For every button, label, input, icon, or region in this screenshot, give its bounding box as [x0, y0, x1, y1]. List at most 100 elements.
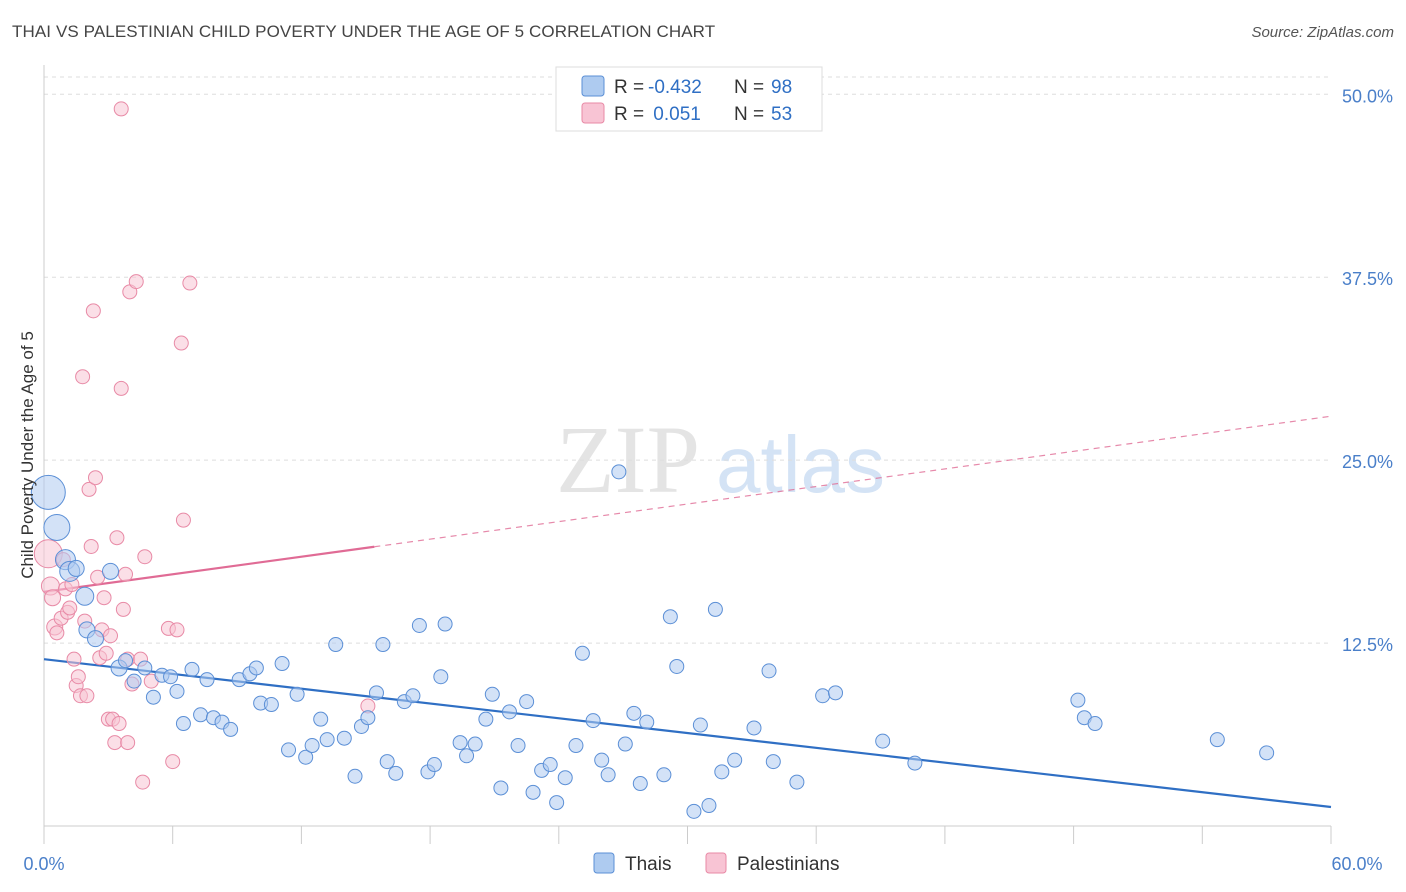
thais-point — [828, 685, 844, 701]
thais-point — [568, 738, 584, 754]
thais-point — [501, 704, 517, 720]
palestinians-point — [75, 369, 91, 385]
palestinians-point — [87, 470, 103, 486]
thais-point — [574, 645, 590, 661]
palestinians-point — [109, 530, 125, 546]
thais-point — [86, 630, 104, 648]
thais-point — [437, 616, 453, 632]
series-legend-swatch-palestinians — [705, 852, 727, 874]
palestinians-point — [137, 549, 153, 565]
series-legend-swatch-thais — [593, 852, 615, 874]
thais-point — [118, 653, 134, 669]
palestinians-point — [44, 589, 62, 607]
thais-point — [493, 780, 509, 796]
palestinians-point — [62, 600, 78, 616]
thais-point — [585, 713, 601, 729]
thais-point — [484, 686, 500, 702]
thais-point — [594, 752, 610, 768]
thais-point — [669, 658, 685, 674]
thais-point — [263, 697, 279, 713]
palestinians-point — [102, 628, 118, 644]
legend-r-label-thais: R = — [614, 77, 644, 98]
thais-point — [478, 711, 494, 727]
thais-point — [632, 776, 648, 792]
thais-point — [510, 738, 526, 754]
thais-point — [405, 688, 421, 704]
legend-swatch-palestinians — [581, 102, 605, 124]
thais-point — [1070, 692, 1086, 708]
thais-point — [433, 669, 449, 685]
thais-point — [692, 717, 708, 733]
palestinians-point — [135, 774, 151, 790]
thais-point — [467, 736, 483, 752]
thais-point — [137, 660, 153, 676]
palestinians-point — [118, 566, 134, 582]
palestinians-point — [49, 625, 65, 641]
thais-point — [126, 673, 142, 689]
y-tick-label: 25.0% — [1342, 452, 1393, 472]
thais-point — [746, 720, 762, 736]
thais-point — [1209, 732, 1225, 748]
legend-swatch-thais — [581, 75, 605, 97]
legend-n-value-palestinians: 53 — [771, 104, 792, 125]
x-tick-label-min: 0.0% — [23, 854, 64, 874]
thais-point — [304, 738, 320, 754]
thais-point — [411, 618, 427, 634]
palestinians-point — [120, 735, 136, 751]
axes — [43, 65, 1332, 844]
series-legend-label-thais: Thais — [625, 854, 671, 875]
thais-point — [289, 686, 305, 702]
thais-point — [662, 609, 678, 625]
thais-point — [347, 768, 363, 784]
palestinians-point — [85, 303, 101, 319]
grid-lines — [44, 76, 1331, 644]
legend-n-label-palestinians: N = — [734, 104, 764, 125]
series-legend-label-palestinians: Palestinians — [737, 854, 839, 875]
thais-point — [525, 784, 541, 800]
thais-point — [519, 694, 535, 710]
thais-point — [30, 474, 66, 510]
thais-point — [175, 716, 191, 732]
thais-point — [639, 714, 655, 730]
thais-point — [459, 748, 475, 764]
tick-labels: 12.5% 25.0% 37.5% 50.0% 0.0% 60.0% — [23, 86, 1393, 874]
thais-point — [656, 767, 672, 783]
thais-point — [360, 710, 376, 726]
thais-point — [714, 764, 730, 780]
palestinians-point — [169, 622, 185, 638]
thais-point — [789, 774, 805, 790]
thais-point — [727, 752, 743, 768]
palestinians-point — [115, 601, 131, 617]
series-legend: Thais Palestinians — [593, 852, 839, 875]
palestinians-point — [107, 735, 123, 751]
thais-point — [1087, 716, 1103, 732]
watermark-zip: ZIP — [556, 406, 700, 513]
thais-point — [388, 765, 404, 781]
thais-point — [368, 685, 384, 701]
thais-point — [184, 661, 200, 677]
thais-point — [761, 663, 777, 679]
legend-n-value-thais: 98 — [771, 77, 792, 98]
thais-point — [765, 754, 781, 770]
thais-point — [193, 707, 209, 723]
thais-point — [313, 711, 329, 727]
thais-point — [549, 795, 565, 811]
thais-point — [145, 689, 161, 705]
correlation-legend: R = -0.432 N = 98 R = 0.051 N = 53 — [555, 66, 823, 132]
thais-point — [426, 757, 442, 773]
palestinians-point — [81, 481, 97, 497]
palestinians-point — [79, 688, 95, 704]
palestinians-point — [128, 274, 144, 290]
palestinians-point — [98, 645, 114, 661]
thais-point — [169, 683, 185, 699]
palestinians-point — [175, 512, 191, 528]
thais-point — [907, 755, 923, 771]
y-tick-label: 37.5% — [1342, 269, 1393, 289]
thais-point — [281, 742, 297, 758]
thais-point — [163, 669, 179, 685]
palestinians-point — [70, 669, 86, 685]
palestinians-point — [182, 275, 198, 291]
thais-point — [379, 754, 395, 770]
palestinians-point — [111, 716, 127, 732]
thais-point — [43, 513, 71, 541]
